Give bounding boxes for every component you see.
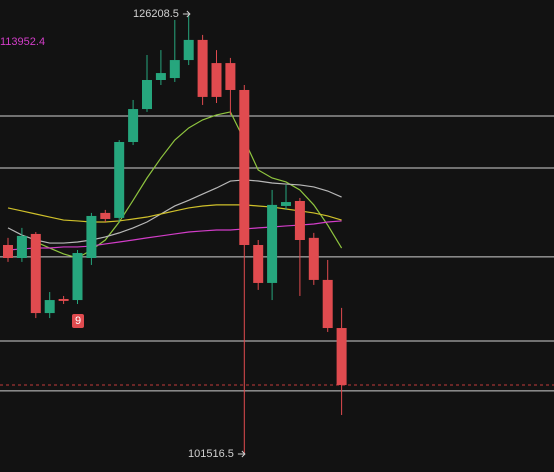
- candle-body: [44, 300, 55, 314]
- candle-body: [86, 215, 97, 259]
- annotation: 101516.5: [188, 448, 234, 460]
- candle-body: [197, 39, 208, 97]
- candle-body: [322, 279, 333, 329]
- candle-body: [281, 202, 291, 206]
- candle-body: [30, 233, 41, 314]
- candle-body: [128, 109, 139, 143]
- ma-line: [7, 220, 342, 251]
- candle-body: [294, 200, 305, 241]
- candle-body: [169, 60, 180, 79]
- candle-body: [225, 63, 236, 90]
- candle-body: [211, 63, 222, 97]
- annotation: 113952.4: [0, 36, 45, 48]
- candle-body: [336, 328, 347, 386]
- candle-body: [239, 89, 250, 245]
- candle-body: [155, 73, 166, 81]
- candle-body: [100, 212, 111, 219]
- ma-line: [7, 179, 342, 244]
- candle-body: [58, 298, 69, 301]
- annotation-arrow: [237, 450, 246, 458]
- ma-line: [7, 204, 342, 223]
- annotation: 126208.5: [133, 8, 179, 20]
- annotation: 9: [75, 315, 81, 327]
- candle-body: [16, 235, 27, 259]
- annotation-arrow: [182, 10, 191, 18]
- candle-body: [114, 142, 125, 218]
- candle-body: [253, 244, 264, 283]
- candle-body: [142, 80, 152, 110]
- signal-badge: [72, 314, 84, 328]
- candle-body: [267, 204, 278, 283]
- candle-body: [308, 237, 319, 280]
- candle-body: [3, 244, 13, 259]
- candle-body: [72, 253, 83, 301]
- candle-body: [183, 39, 194, 61]
